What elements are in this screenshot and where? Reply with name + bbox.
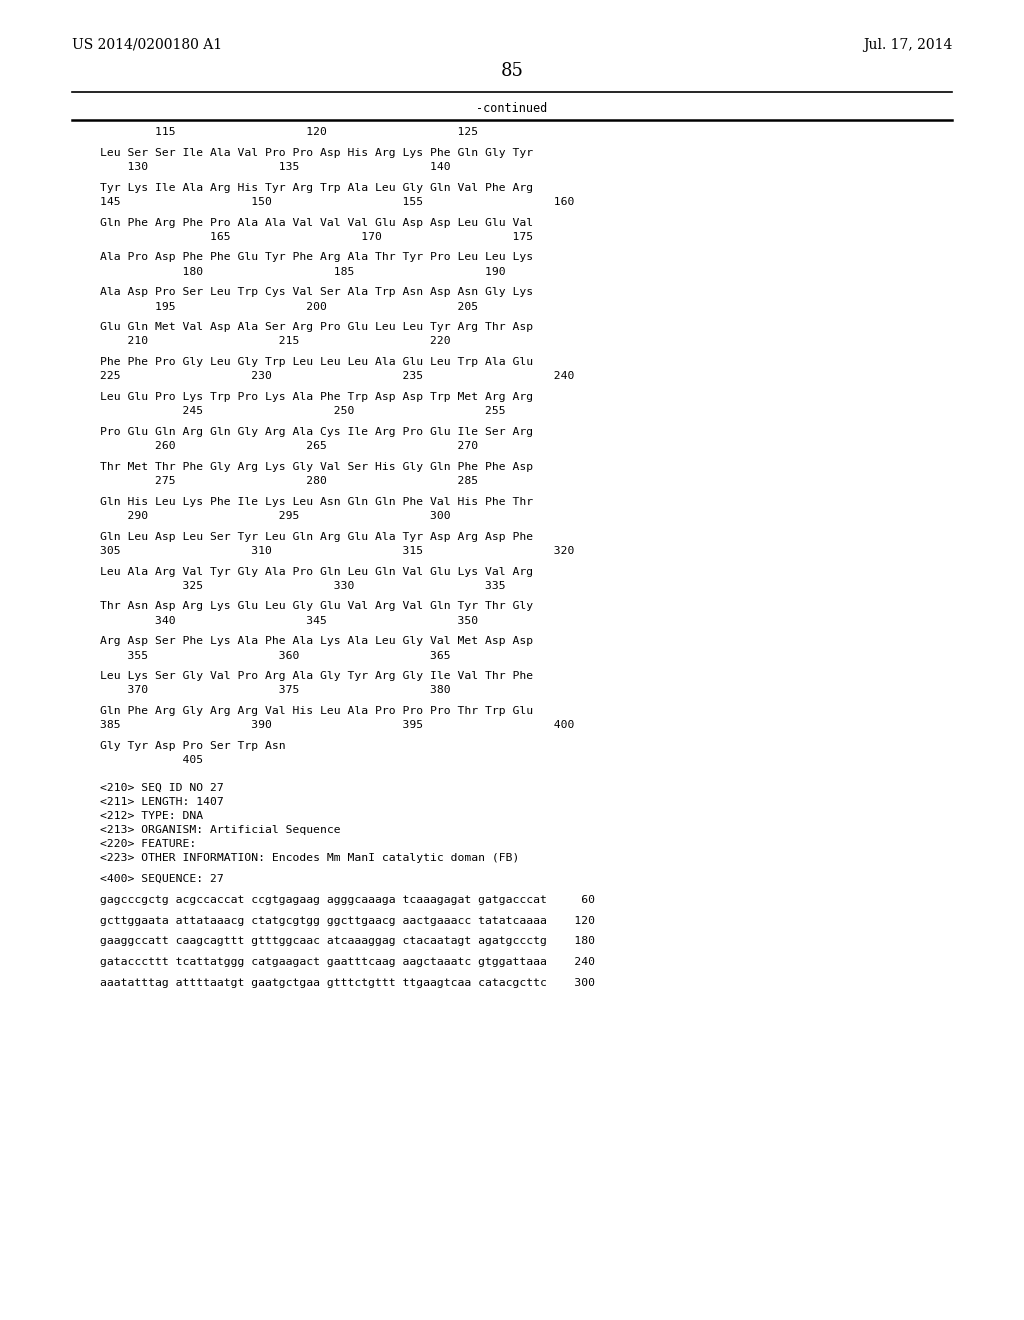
Text: gagcccgctg acgccaccat ccgtgagaag agggcaaaga tcaaagagat gatgacccat     60: gagcccgctg acgccaccat ccgtgagaag agggcaa… (100, 895, 595, 904)
Text: Ala Pro Asp Phe Phe Glu Tyr Phe Arg Ala Thr Tyr Pro Leu Leu Lys: Ala Pro Asp Phe Phe Glu Tyr Phe Arg Ala … (100, 252, 534, 263)
Text: 225                   230                   235                   240: 225 230 235 240 (100, 371, 574, 381)
Text: gaaggccatt caagcagttt gtttggcaac atcaaaggag ctacaatagt agatgccctg    180: gaaggccatt caagcagttt gtttggcaac atcaaag… (100, 936, 595, 946)
Text: 340                   345                   350: 340 345 350 (100, 615, 478, 626)
Text: 195                   200                   205: 195 200 205 (100, 301, 478, 312)
Text: Ala Asp Pro Ser Leu Trp Cys Val Ser Ala Trp Asn Asp Asn Gly Lys: Ala Asp Pro Ser Leu Trp Cys Val Ser Ala … (100, 288, 534, 297)
Text: 260                   265                   270: 260 265 270 (100, 441, 478, 451)
Text: Gln Phe Arg Phe Pro Ala Ala Val Val Val Glu Asp Asp Leu Glu Val: Gln Phe Arg Phe Pro Ala Ala Val Val Val … (100, 218, 534, 227)
Text: 245                   250                   255: 245 250 255 (100, 407, 506, 416)
Text: Glu Gln Met Val Asp Ala Ser Arg Pro Glu Leu Leu Tyr Arg Thr Asp: Glu Gln Met Val Asp Ala Ser Arg Pro Glu … (100, 322, 534, 333)
Text: <210> SEQ ID NO 27: <210> SEQ ID NO 27 (100, 783, 224, 792)
Text: Phe Phe Pro Gly Leu Gly Trp Leu Leu Leu Ala Glu Leu Trp Ala Glu: Phe Phe Pro Gly Leu Gly Trp Leu Leu Leu … (100, 358, 534, 367)
Text: Jul. 17, 2014: Jul. 17, 2014 (862, 38, 952, 51)
Text: 385                   390                   395                   400: 385 390 395 400 (100, 721, 574, 730)
Text: gatacccttt tcattatggg catgaagact gaatttcaag aagctaaatc gtggattaaa    240: gatacccttt tcattatggg catgaagact gaatttc… (100, 957, 595, 968)
Text: 290                   295                   300: 290 295 300 (100, 511, 451, 521)
Text: 405: 405 (100, 755, 203, 766)
Text: <223> OTHER INFORMATION: Encodes Mm ManI catalytic doman (FB): <223> OTHER INFORMATION: Encodes Mm ManI… (100, 854, 519, 863)
Text: Thr Met Thr Phe Gly Arg Lys Gly Val Ser His Gly Gln Phe Phe Asp: Thr Met Thr Phe Gly Arg Lys Gly Val Ser … (100, 462, 534, 471)
Text: Pro Glu Gln Arg Gln Gly Arg Ala Cys Ile Arg Pro Glu Ile Ser Arg: Pro Glu Gln Arg Gln Gly Arg Ala Cys Ile … (100, 426, 534, 437)
Text: 130                   135                   140: 130 135 140 (100, 162, 451, 172)
Text: 275                   280                   285: 275 280 285 (100, 477, 478, 486)
Text: Gln Phe Arg Gly Arg Arg Val His Leu Ala Pro Pro Pro Thr Trp Glu: Gln Phe Arg Gly Arg Arg Val His Leu Ala … (100, 706, 534, 717)
Text: gcttggaata attataaacg ctatgcgtgg ggcttgaacg aactgaaacc tatatcaaaa    120: gcttggaata attataaacg ctatgcgtgg ggcttga… (100, 916, 595, 925)
Text: 325                   330                   335: 325 330 335 (100, 581, 506, 591)
Text: Leu Ser Ser Ile Ala Val Pro Pro Asp His Arg Lys Phe Gln Gly Tyr: Leu Ser Ser Ile Ala Val Pro Pro Asp His … (100, 148, 534, 157)
Text: Gln His Leu Lys Phe Ile Lys Leu Asn Gln Gln Phe Val His Phe Thr: Gln His Leu Lys Phe Ile Lys Leu Asn Gln … (100, 496, 534, 507)
Text: <220> FEATURE:: <220> FEATURE: (100, 840, 197, 849)
Text: Leu Ala Arg Val Tyr Gly Ala Pro Gln Leu Gln Val Glu Lys Val Arg: Leu Ala Arg Val Tyr Gly Ala Pro Gln Leu … (100, 566, 534, 577)
Text: 355                   360                   365: 355 360 365 (100, 651, 451, 660)
Text: <213> ORGANISM: Artificial Sequence: <213> ORGANISM: Artificial Sequence (100, 825, 341, 836)
Text: 180                   185                   190: 180 185 190 (100, 267, 506, 277)
Text: 370                   375                   380: 370 375 380 (100, 685, 451, 696)
Text: Leu Glu Pro Lys Trp Pro Lys Ala Phe Trp Asp Asp Trp Met Arg Arg: Leu Glu Pro Lys Trp Pro Lys Ala Phe Trp … (100, 392, 534, 403)
Text: US 2014/0200180 A1: US 2014/0200180 A1 (72, 38, 222, 51)
Text: 145                   150                   155                   160: 145 150 155 160 (100, 197, 574, 207)
Text: <212> TYPE: DNA: <212> TYPE: DNA (100, 810, 203, 821)
Text: 305                   310                   315                   320: 305 310 315 320 (100, 545, 574, 556)
Text: 115                   120                   125: 115 120 125 (100, 127, 478, 137)
Text: Gly Tyr Asp Pro Ser Trp Asn: Gly Tyr Asp Pro Ser Trp Asn (100, 741, 286, 751)
Text: 85: 85 (501, 62, 523, 81)
Text: 165                   170                   175: 165 170 175 (100, 232, 534, 242)
Text: 210                   215                   220: 210 215 220 (100, 337, 451, 346)
Text: Thr Asn Asp Arg Lys Glu Leu Gly Glu Val Arg Val Gln Tyr Thr Gly: Thr Asn Asp Arg Lys Glu Leu Gly Glu Val … (100, 602, 534, 611)
Text: aaatatttag attttaatgt gaatgctgaa gtttctgttt ttgaagtcaa catacgcttc    300: aaatatttag attttaatgt gaatgctgaa gtttctg… (100, 978, 595, 987)
Text: Arg Asp Ser Phe Lys Ala Phe Ala Lys Ala Leu Gly Val Met Asp Asp: Arg Asp Ser Phe Lys Ala Phe Ala Lys Ala … (100, 636, 534, 647)
Text: Gln Leu Asp Leu Ser Tyr Leu Gln Arg Glu Ala Tyr Asp Arg Asp Phe: Gln Leu Asp Leu Ser Tyr Leu Gln Arg Glu … (100, 532, 534, 541)
Text: -continued: -continued (476, 102, 548, 115)
Text: <400> SEQUENCE: 27: <400> SEQUENCE: 27 (100, 874, 224, 884)
Text: Leu Lys Ser Gly Val Pro Arg Ala Gly Tyr Arg Gly Ile Val Thr Phe: Leu Lys Ser Gly Val Pro Arg Ala Gly Tyr … (100, 671, 534, 681)
Text: <211> LENGTH: 1407: <211> LENGTH: 1407 (100, 796, 224, 807)
Text: Tyr Lys Ile Ala Arg His Tyr Arg Trp Ala Leu Gly Gln Val Phe Arg: Tyr Lys Ile Ala Arg His Tyr Arg Trp Ala … (100, 182, 534, 193)
